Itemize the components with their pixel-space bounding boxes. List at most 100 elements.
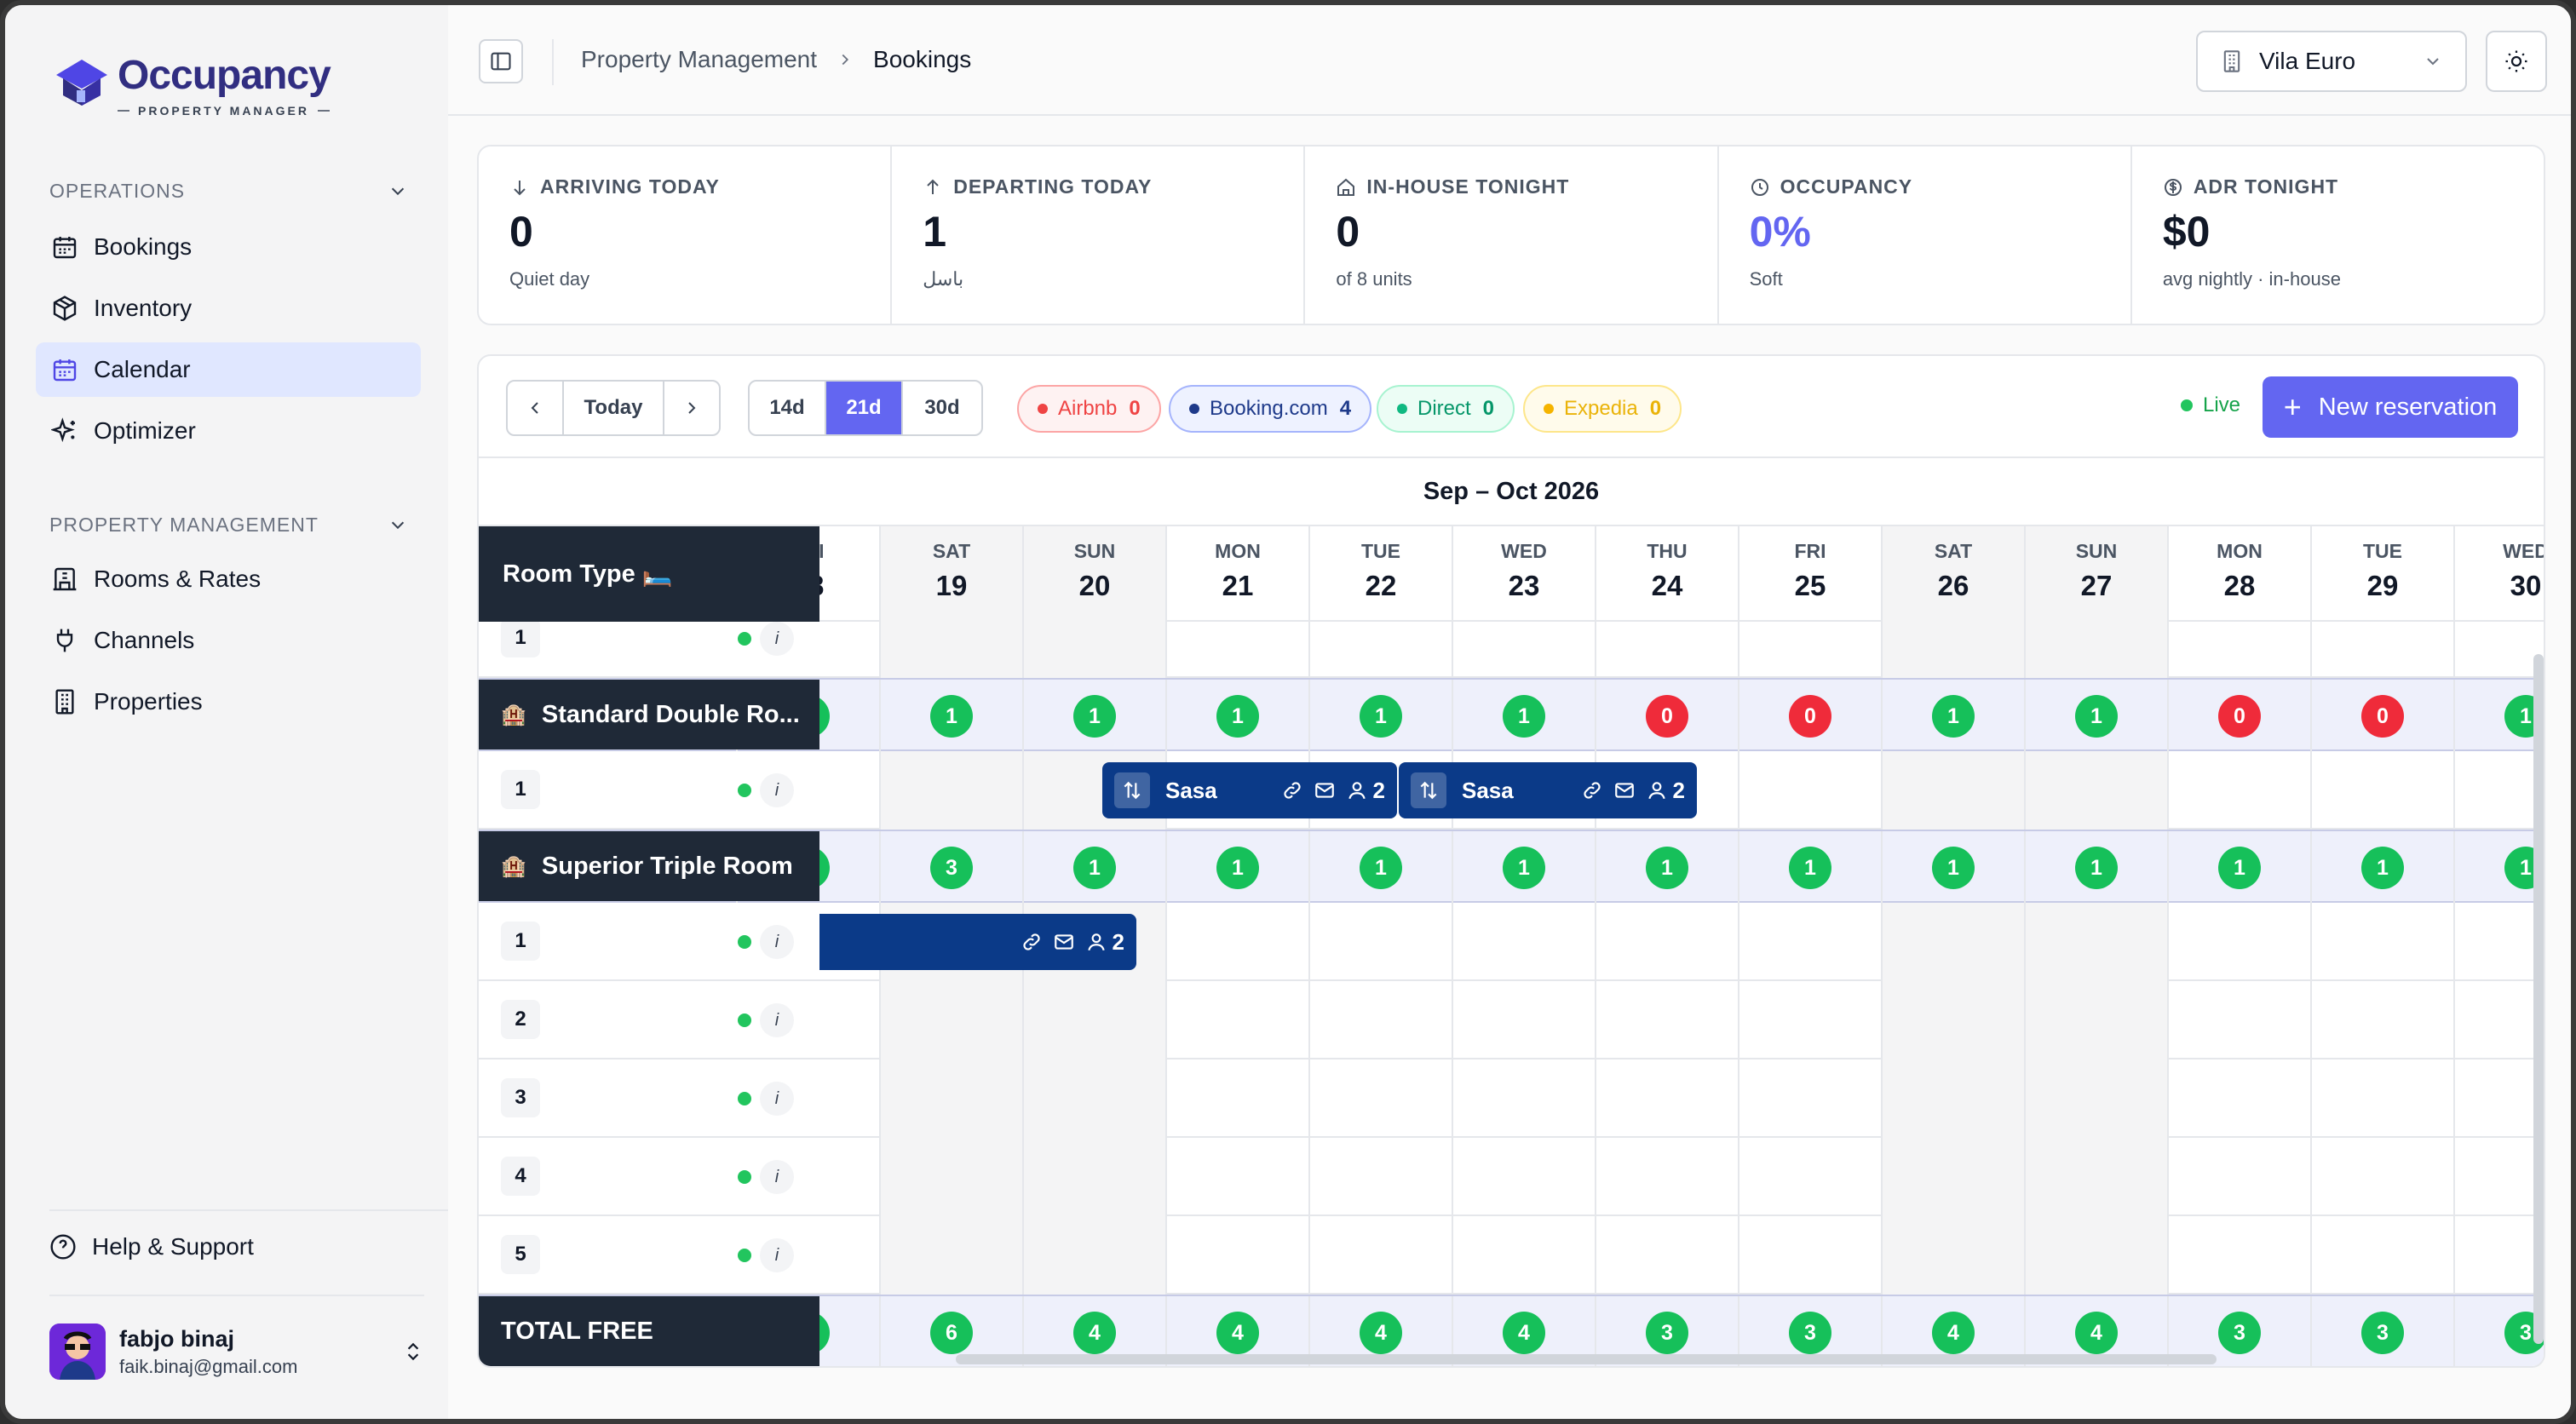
calendar-cell[interactable]: [1881, 1216, 2024, 1295]
calendar-cell[interactable]: [1022, 1138, 1165, 1216]
calendar-cell[interactable]: [1595, 1059, 1738, 1138]
calendar-cell[interactable]: [1452, 1059, 1595, 1138]
calendar-cell[interactable]: [1881, 600, 2024, 678]
horizontal-scrollbar[interactable]: [956, 1354, 2217, 1364]
calendar-cell[interactable]: [1881, 1138, 2024, 1216]
calendar-cell[interactable]: [2024, 751, 2167, 830]
calendar-cell[interactable]: [1165, 1216, 1308, 1295]
calendar-cell[interactable]: [2024, 1138, 2167, 1216]
calendar-cell[interactable]: [1738, 903, 1881, 981]
calendar-cell[interactable]: [1881, 751, 2024, 830]
breadcrumb-item-property-management[interactable]: Property Management: [581, 46, 818, 72]
calendar-cell[interactable]: [1738, 751, 1881, 830]
room-info-icon[interactable]: i: [760, 773, 794, 807]
calendar-cell[interactable]: [1595, 600, 1738, 678]
calendar-cell[interactable]: [1022, 1059, 1165, 1138]
calendar-cell[interactable]: [1165, 903, 1308, 981]
calendar-cell[interactable]: [1595, 981, 1738, 1059]
calendar-cell[interactable]: [1308, 981, 1452, 1059]
channel-chip-expedia[interactable]: Expedia 0: [1523, 385, 1682, 433]
calendar-cell[interactable]: [2310, 1216, 2453, 1295]
calendar-cell[interactable]: [2310, 1138, 2453, 1216]
calendar-cell[interactable]: [1881, 981, 2024, 1059]
calendar-cell[interactable]: [2167, 751, 2310, 830]
calendar-cell[interactable]: [2167, 1138, 2310, 1216]
calendar-cell[interactable]: [2310, 600, 2453, 678]
prev-period-button[interactable]: [508, 382, 564, 434]
room-info-icon[interactable]: i: [760, 1082, 794, 1116]
calendar-cell[interactable]: [2453, 903, 2544, 981]
calendar-cell[interactable]: [1308, 903, 1452, 981]
calendar-cell[interactable]: [1308, 1059, 1452, 1138]
next-period-button[interactable]: [664, 382, 719, 434]
calendar-cell[interactable]: [1308, 600, 1452, 678]
theme-toggle-button[interactable]: [2486, 31, 2547, 92]
calendar-cell[interactable]: [1452, 1216, 1595, 1295]
calendar-cell[interactable]: [2024, 1216, 2167, 1295]
nav-properties[interactable]: Properties: [36, 675, 421, 729]
calendar-cell[interactable]: [1165, 981, 1308, 1059]
calendar-cell[interactable]: [1738, 1059, 1881, 1138]
nav-inventory[interactable]: Inventory: [36, 281, 421, 336]
calendar-cell[interactable]: [2167, 1059, 2310, 1138]
calendar-cell[interactable]: [2453, 1138, 2544, 1216]
nav-channels[interactable]: Channels: [36, 613, 421, 668]
range-14d-button[interactable]: 14d: [750, 382, 826, 434]
calendar-cell[interactable]: [879, 1138, 1022, 1216]
calendar-cell[interactable]: [2453, 600, 2544, 678]
calendar-cell[interactable]: [2310, 903, 2453, 981]
chevrons-up-down-icon[interactable]: [402, 1341, 424, 1363]
sidebar-toggle-button[interactable]: [479, 39, 523, 83]
new-reservation-button[interactable]: + New reservation: [2263, 376, 2518, 438]
room-info-icon[interactable]: i: [760, 1003, 794, 1037]
nav-bookings[interactable]: Bookings: [36, 220, 421, 274]
today-button[interactable]: Today: [564, 382, 664, 434]
calendar-cell[interactable]: [1738, 981, 1881, 1059]
vertical-scrollbar[interactable]: [2533, 654, 2544, 1344]
channel-chip-airbnb[interactable]: Airbnb 0: [1017, 385, 1161, 433]
range-30d-button[interactable]: 30d: [924, 396, 960, 419]
calendar-cell[interactable]: [1452, 600, 1595, 678]
calendar-cell[interactable]: [2453, 1216, 2544, 1295]
calendar-cell[interactable]: [1881, 903, 2024, 981]
operations-group-header[interactable]: OPERATIONS: [49, 174, 407, 208]
calendar-cell[interactable]: [879, 751, 1022, 830]
calendar-cell[interactable]: [2167, 600, 2310, 678]
calendar-cell[interactable]: [2310, 1059, 2453, 1138]
calendar-cell[interactable]: [2024, 903, 2167, 981]
channel-chip-booking-com[interactable]: Booking.com 4: [1169, 385, 1372, 433]
calendar-cell[interactable]: [1022, 600, 1165, 678]
booking-bar[interactable]: Sasa 2: [1399, 762, 1697, 818]
swap-icon[interactable]: [1411, 772, 1446, 808]
calendar-cell[interactable]: [2167, 1216, 2310, 1295]
nav-optimizer[interactable]: Optimizer: [36, 404, 421, 458]
calendar-cell[interactable]: [1165, 1059, 1308, 1138]
calendar-cell[interactable]: [1738, 600, 1881, 678]
calendar-cell[interactable]: [1308, 1138, 1452, 1216]
calendar-cell[interactable]: [2453, 1059, 2544, 1138]
user-menu[interactable]: fabjo binaj faik.binaj@gmail.com: [49, 1321, 424, 1382]
calendar-cell[interactable]: [1165, 600, 1308, 678]
calendar-cell[interactable]: [2167, 981, 2310, 1059]
calendar-cell[interactable]: [2310, 751, 2453, 830]
calendar-cell[interactable]: [1452, 1138, 1595, 1216]
swap-icon[interactable]: [1114, 772, 1150, 808]
calendar-cell[interactable]: [1165, 1138, 1308, 1216]
calendar-cell[interactable]: [1022, 1216, 1165, 1295]
calendar-cell[interactable]: [2453, 981, 2544, 1059]
help-support-link[interactable]: Help & Support: [49, 1233, 254, 1260]
booking-bar[interactable]: 2: [819, 914, 1136, 970]
pm-group-header[interactable]: PROPERTY MANAGEMENT: [49, 508, 407, 542]
calendar-cell[interactable]: [1595, 903, 1738, 981]
calendar-cell[interactable]: [1881, 1059, 2024, 1138]
calendar-cell[interactable]: [1308, 1216, 1452, 1295]
calendar-cell[interactable]: [1452, 903, 1595, 981]
calendar-cell[interactable]: [1595, 1216, 1738, 1295]
brand-logo[interactable]: Occupancy PROPERTY MANAGER: [53, 53, 331, 118]
calendar-cell[interactable]: [1738, 1216, 1881, 1295]
calendar-cell[interactable]: [879, 600, 1022, 678]
calendar-cell[interactable]: [879, 981, 1022, 1059]
calendar-cell[interactable]: [1022, 981, 1165, 1059]
calendar-cell[interactable]: [2167, 903, 2310, 981]
room-info-icon[interactable]: i: [760, 925, 794, 959]
